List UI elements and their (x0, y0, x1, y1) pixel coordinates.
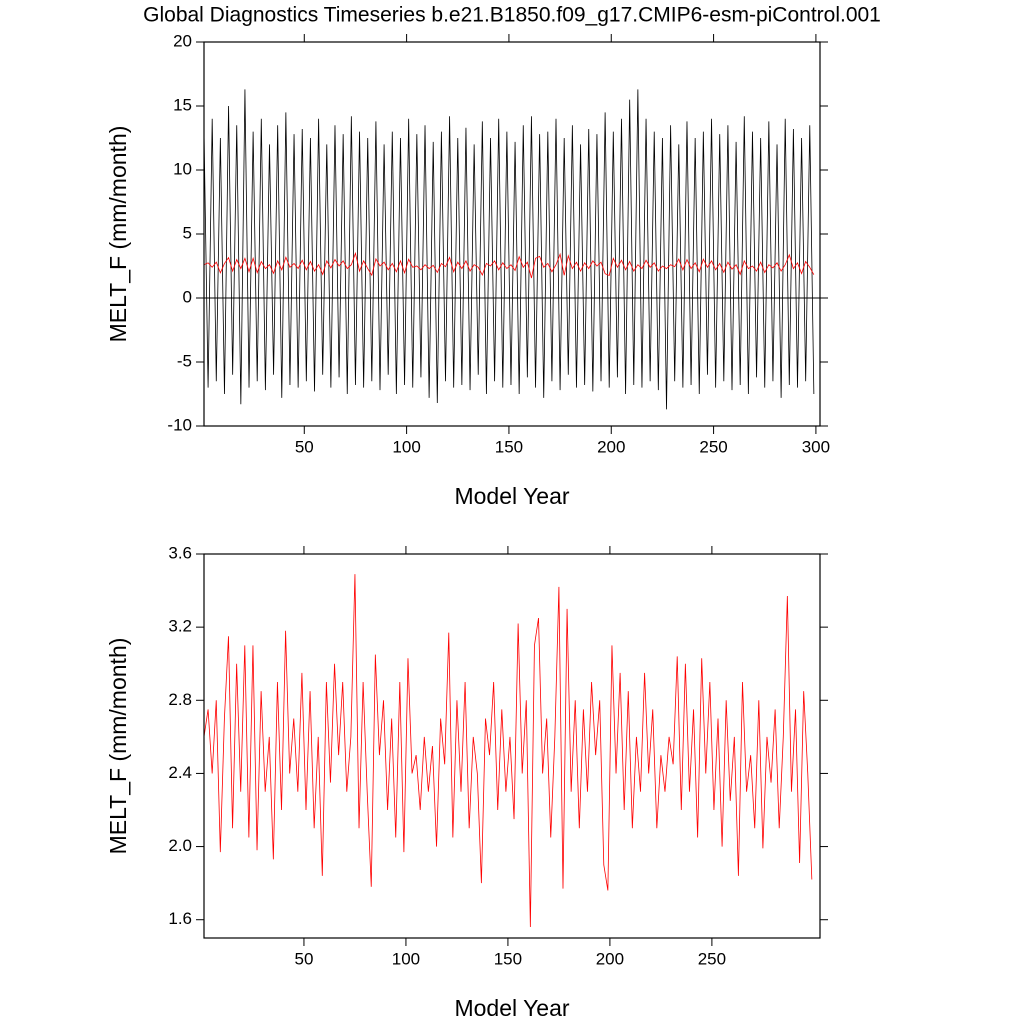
y-tick-label: 0 (183, 287, 192, 306)
x-tick-label: 250 (699, 437, 727, 456)
chart-title: Global Diagnostics Timeseries b.e21.B185… (143, 4, 881, 27)
y-tick-label: 10 (173, 159, 192, 178)
x-axis-title: Model Year (454, 995, 569, 1021)
panel: Global Diagnostics Timeseries b.e21.B185… (105, 4, 881, 510)
y-tick-label: 2.4 (168, 763, 192, 782)
y-tick-label: 20 (173, 31, 192, 50)
y-axis-title: MELT_F (mm/month) (105, 126, 131, 343)
y-tick-label: 5 (183, 223, 192, 242)
y-tick-label: 2.8 (168, 690, 192, 709)
x-tick-label: 50 (294, 949, 313, 968)
x-tick-label: 100 (392, 437, 420, 456)
y-tick-label: -5 (177, 351, 192, 370)
plot-frame (203, 41, 821, 427)
x-tick-label: 100 (392, 949, 420, 968)
plot-frame (203, 553, 821, 939)
x-tick-label: 150 (494, 949, 522, 968)
y-tick-label: 2.0 (168, 836, 192, 855)
series-line (204, 574, 813, 928)
x-tick-label: 150 (495, 437, 523, 456)
x-tick-label: 200 (596, 949, 624, 968)
y-tick-label: 1.6 (168, 909, 192, 928)
x-tick-label: 200 (597, 437, 625, 456)
series-line (204, 251, 815, 279)
y-tick-label: 3.6 (168, 543, 192, 562)
y-tick-label: 3.2 (168, 617, 192, 636)
y-tick-label: -10 (167, 415, 192, 434)
x-tick-label: 250 (698, 949, 726, 968)
y-tick-label: 15 (173, 95, 192, 114)
x-axis-title: Model Year (454, 483, 569, 509)
x-tick-label: 300 (802, 437, 830, 456)
x-tick-label: 50 (295, 437, 314, 456)
panel: 1.6 2.0 2.4 2.8 3.2 3.6 50 100 150 200 250 Model Ye… (105, 543, 828, 1021)
series-line (204, 89, 815, 410)
y-axis-title: MELT_F (mm/month) (105, 638, 131, 855)
